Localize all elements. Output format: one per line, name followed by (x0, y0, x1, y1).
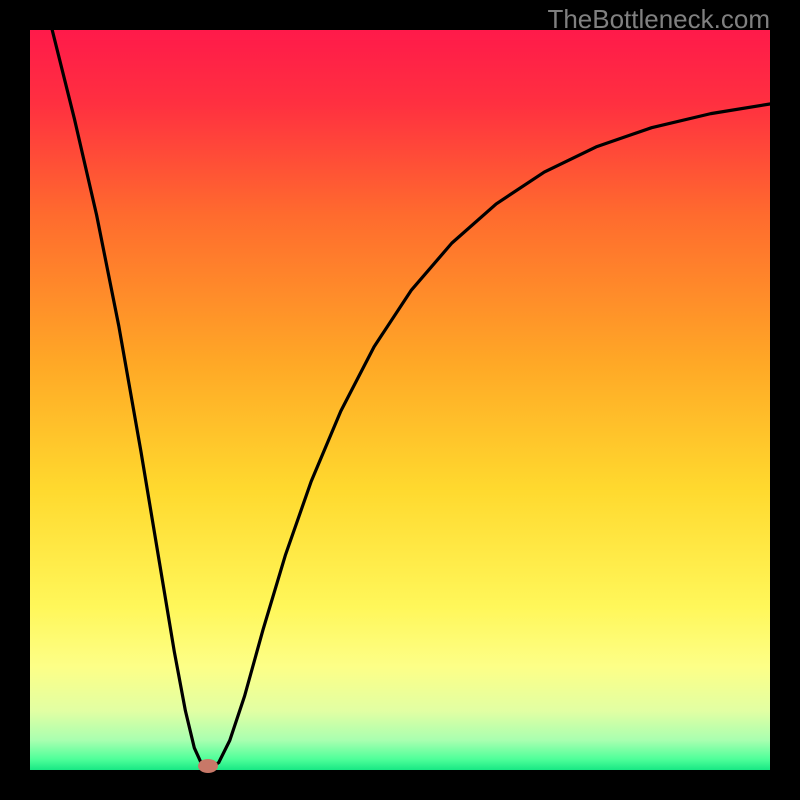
plot-area (30, 30, 770, 770)
curve-layer (30, 30, 770, 770)
chart-frame: TheBottleneck.com (0, 0, 800, 800)
valley-marker (198, 759, 218, 773)
bottleneck-curve (52, 30, 770, 769)
